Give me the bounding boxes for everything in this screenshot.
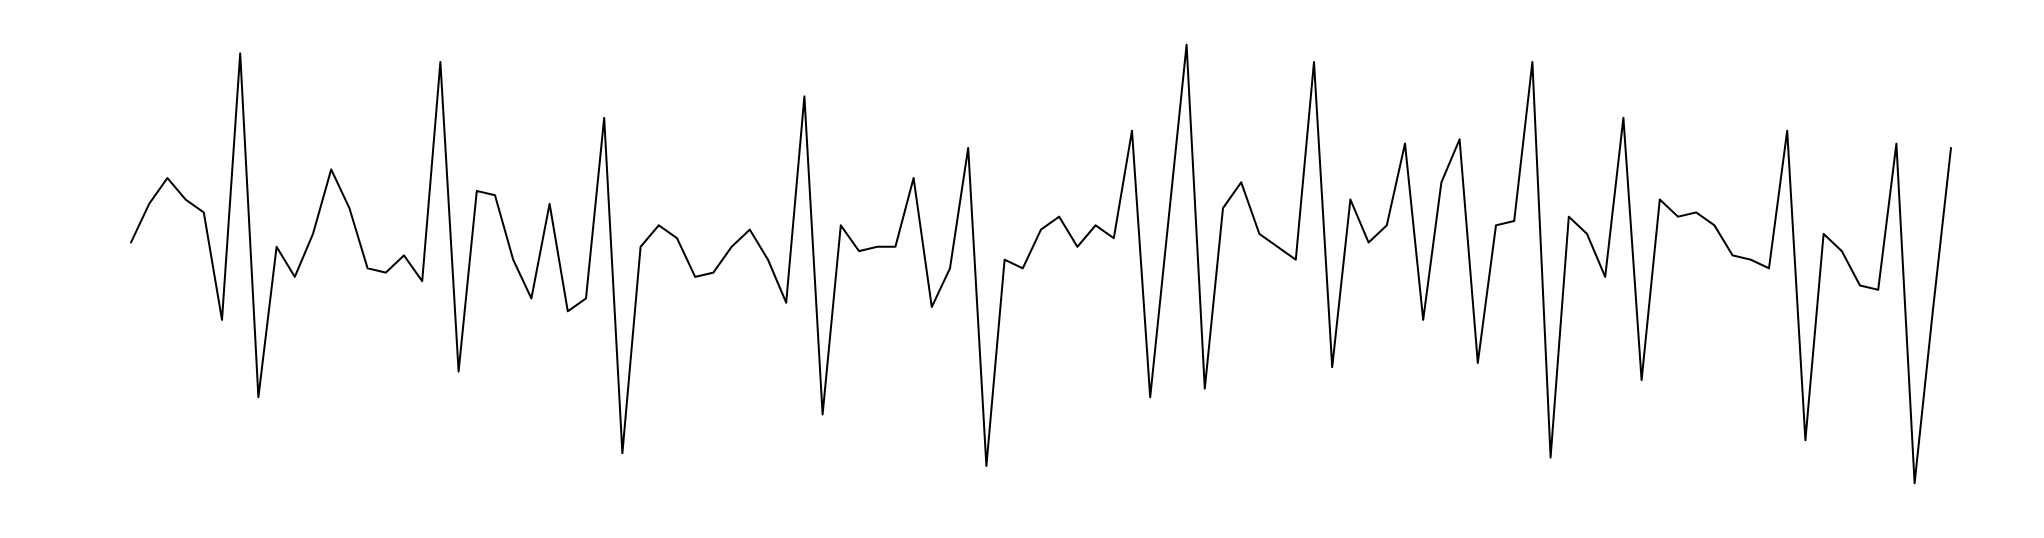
plot-area bbox=[130, 43, 1952, 485]
series-line bbox=[130, 43, 1952, 485]
